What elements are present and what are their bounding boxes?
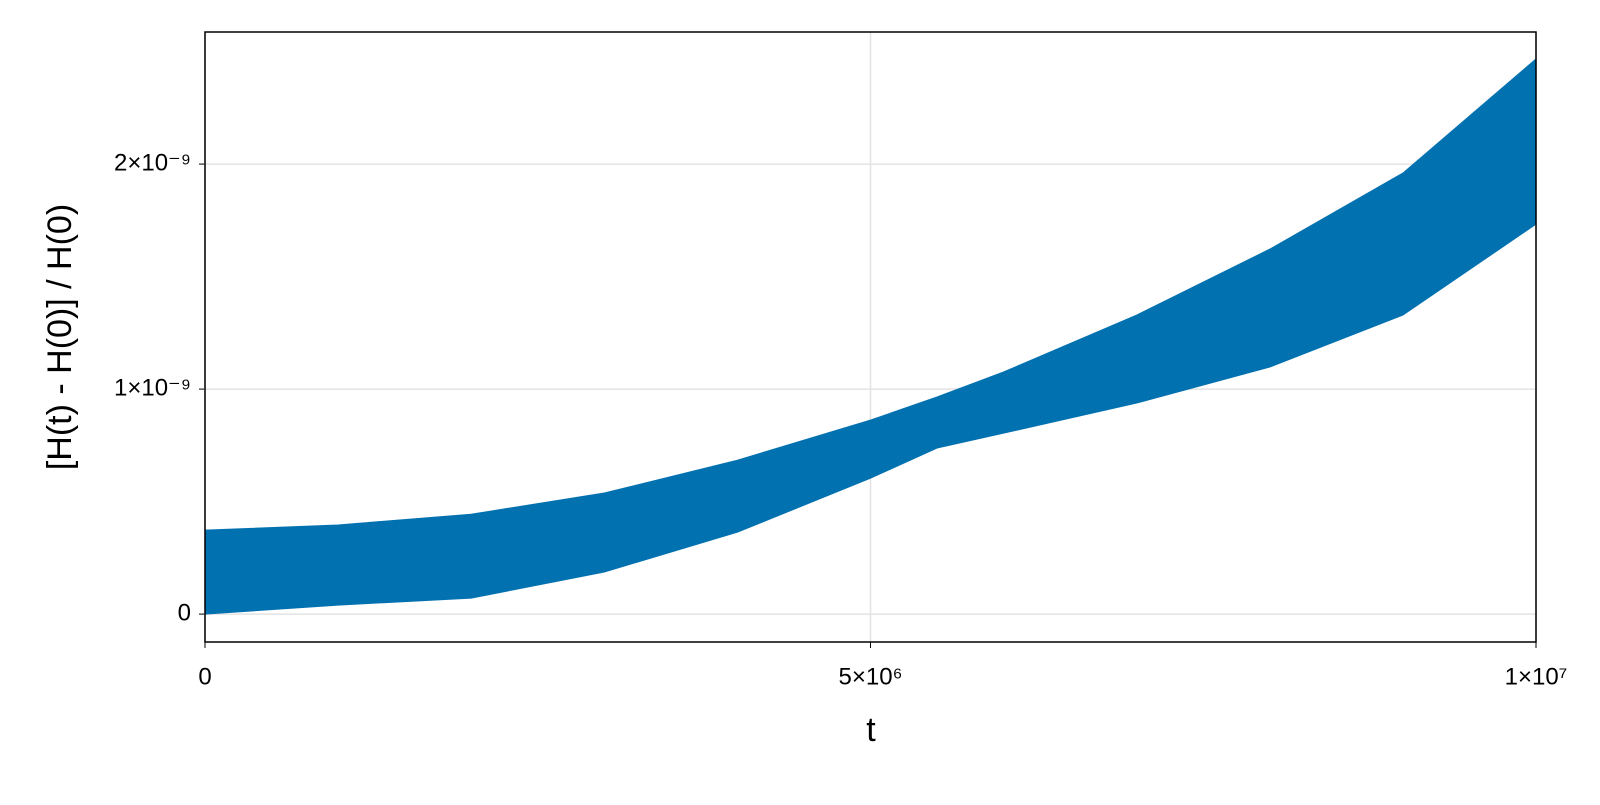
x-axis-label: t: [866, 711, 876, 749]
plot-frame: [204, 31, 1537, 643]
x-tick-label: 1×10⁷: [1505, 663, 1568, 690]
y-axis-label: [H(t) - H(0)] / H(0): [41, 204, 79, 470]
y-tick-label: 2×10⁻⁹: [114, 149, 191, 176]
y-tick-label: 0: [178, 599, 191, 626]
x-tick-label: 0: [198, 663, 211, 690]
y-tick-label: 1×10⁻⁹: [114, 374, 191, 401]
x-tick-label: 5×10⁶: [839, 663, 903, 690]
